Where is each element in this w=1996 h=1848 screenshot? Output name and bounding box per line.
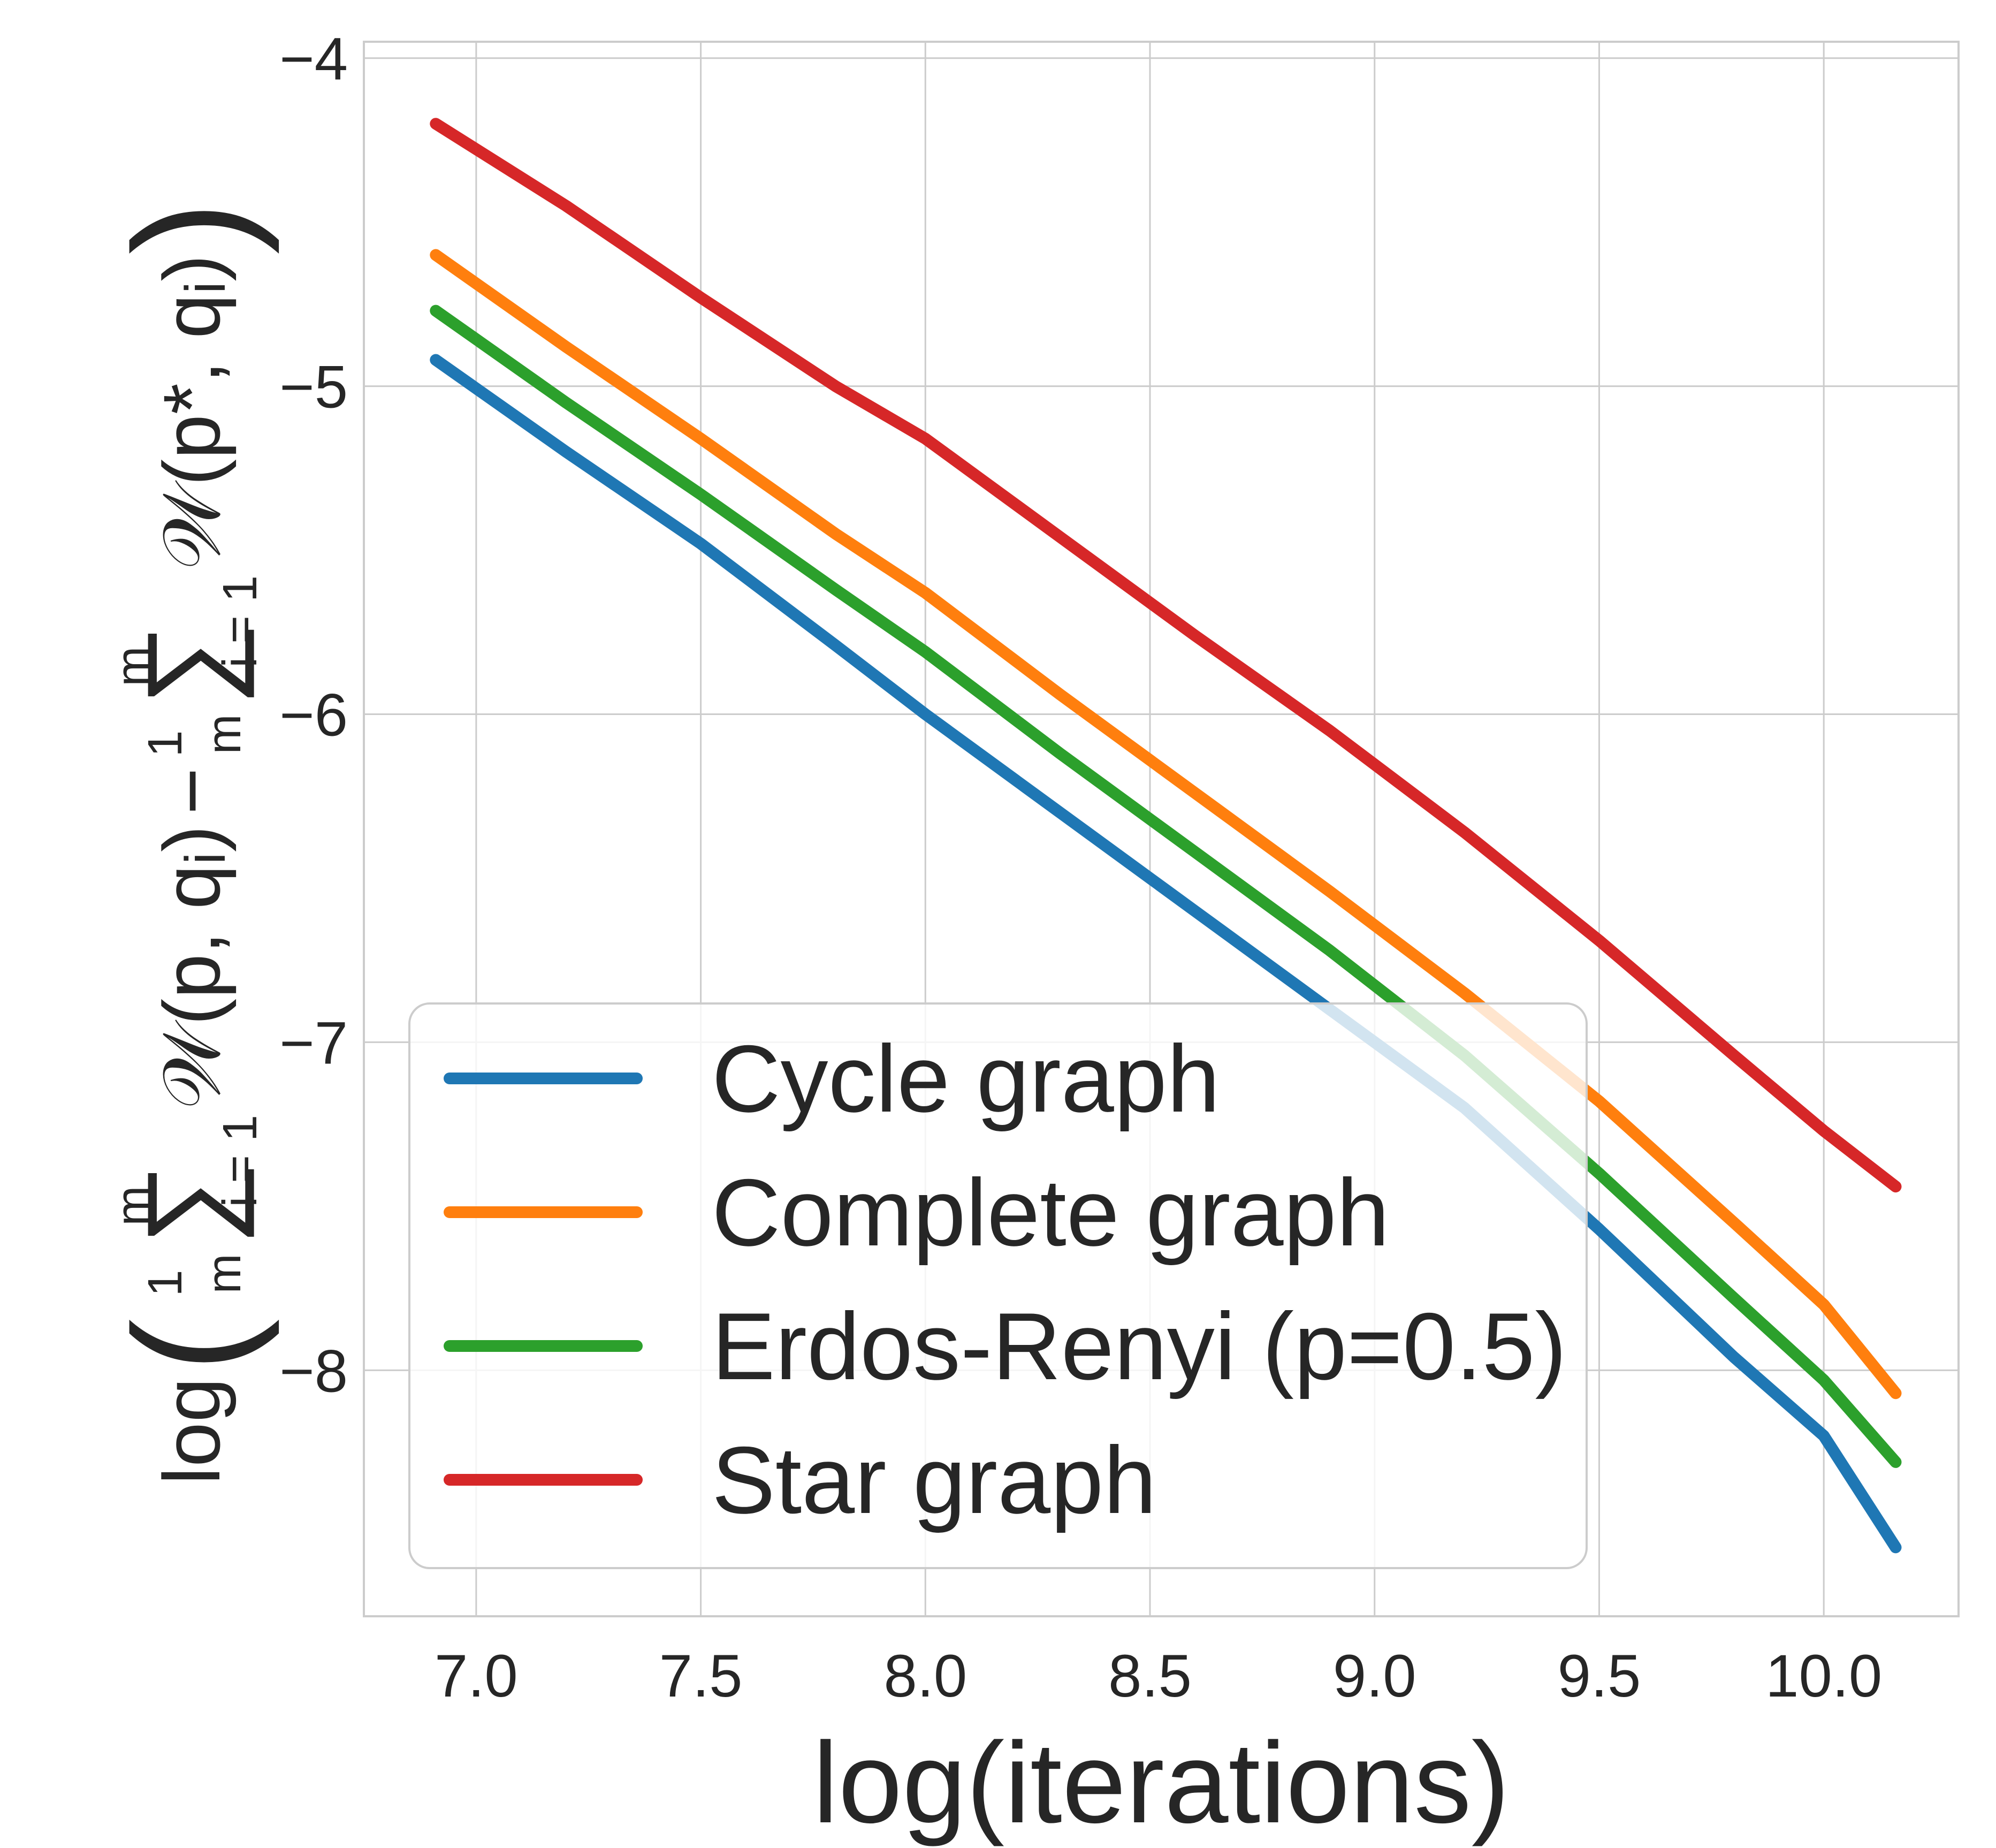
legend: Cycle graph Complete graph Erdos-Renyi (p=… [408, 1002, 1588, 1569]
ylabel-frac-num-2: 1 [139, 730, 192, 757]
y-tick-label: −7 [279, 1009, 348, 1076]
ylabel-log: log [147, 1378, 237, 1485]
x-tick-label: 8.0 [883, 1642, 967, 1709]
ylabel-sum-top-1: m [106, 1186, 160, 1226]
series-line-3 [430, 305, 1902, 1468]
plot-area [363, 41, 1960, 1617]
series-layer [430, 118, 1902, 1554]
ylabel-sum-1: ∑ [123, 1162, 254, 1246]
legend-label-3: Erdos-Renyi (p=0.5) [712, 1293, 1567, 1400]
ylabel-frac-num-1: 1 [139, 1269, 192, 1296]
series-line-2 [430, 249, 1902, 1400]
ylabel-term-2: 𝒲(p*, qᵢ) [147, 255, 237, 570]
ylabel-frac-den-2: m [197, 714, 251, 754]
x-tick-label: 7.5 [659, 1642, 743, 1709]
svg-text:log( 1m∑mi = 1𝒲(p, qᵢ)−1m∑mi: log( 1 m∑m i = 1𝒲(p, qᵢ)−1 m∑m i = 1𝒲(p*, qᵢ… [100, 201, 281, 1485]
ylabel-sum-top-2: m [106, 647, 160, 687]
ylabel-sum-bottom-1: i = 1 [214, 1115, 267, 1207]
ylabel-minus: − [147, 767, 237, 815]
ylabel-frac-den-1: m [197, 1253, 251, 1294]
ylabel-sum-bottom-2: i = 1 [214, 575, 267, 668]
legend-label-1: Cycle graph [712, 1025, 1220, 1132]
legend-label-2: Complete graph [712, 1159, 1390, 1266]
x-axis-label: log(iterations) [813, 1718, 1510, 1847]
y-tick-label: −4 [279, 26, 348, 93]
y-tick-label: −8 [279, 1337, 348, 1404]
x-tick-label: 9.5 [1558, 1642, 1641, 1709]
y-tick-label: −5 [279, 354, 348, 421]
y-axis-label: log( 1 m∑m i = 1𝒲(p, qᵢ)−1 m∑m i = 1𝒲(p*, qᵢ… [100, 201, 281, 1485]
y-axis: −4 −5 −6 −7 −8 [279, 26, 348, 1405]
x-tick-label: 10.0 [1765, 1642, 1882, 1709]
x-tick-label: 7.0 [435, 1642, 518, 1709]
y-tick-label: −6 [279, 681, 348, 748]
x-axis: 7.0 7.5 8.0 8.5 9.0 9.5 10.0 [435, 1642, 1882, 1709]
series-line-1 [430, 354, 1902, 1554]
legend-label-4: Star graph [712, 1427, 1156, 1533]
ylabel-sum-2: ∑ [123, 622, 254, 706]
x-tick-label: 8.5 [1108, 1642, 1192, 1709]
ylabel-term-1: 𝒲(p, qᵢ) [147, 825, 237, 1109]
series-line-4 [430, 118, 1902, 1193]
x-tick-label: 9.0 [1333, 1642, 1416, 1709]
legend-box [408, 1002, 1588, 1569]
